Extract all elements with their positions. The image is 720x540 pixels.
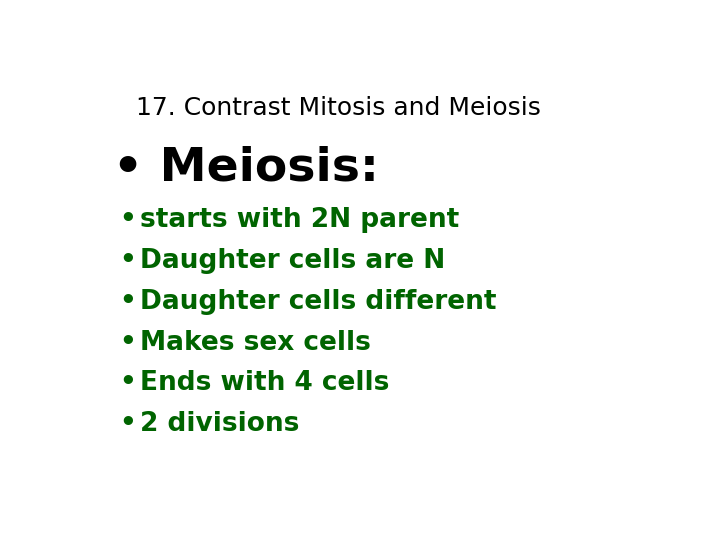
Text: •: • [120,289,136,315]
Text: 2 divisions: 2 divisions [140,411,300,437]
Text: •: • [120,248,136,274]
Text: • Meiosis:: • Meiosis: [113,146,379,191]
Text: Makes sex cells: Makes sex cells [140,330,372,356]
Text: starts with 2N parent: starts with 2N parent [140,207,459,233]
Text: 17. Contrast Mitosis and Meiosis: 17. Contrast Mitosis and Meiosis [137,96,541,119]
Text: Ends with 4 cells: Ends with 4 cells [140,370,390,396]
Text: •: • [120,330,136,356]
Text: •: • [120,411,136,437]
Text: Daughter cells different: Daughter cells different [140,289,497,315]
Text: •: • [120,370,136,396]
Text: •: • [120,207,136,233]
Text: Daughter cells are N: Daughter cells are N [140,248,446,274]
